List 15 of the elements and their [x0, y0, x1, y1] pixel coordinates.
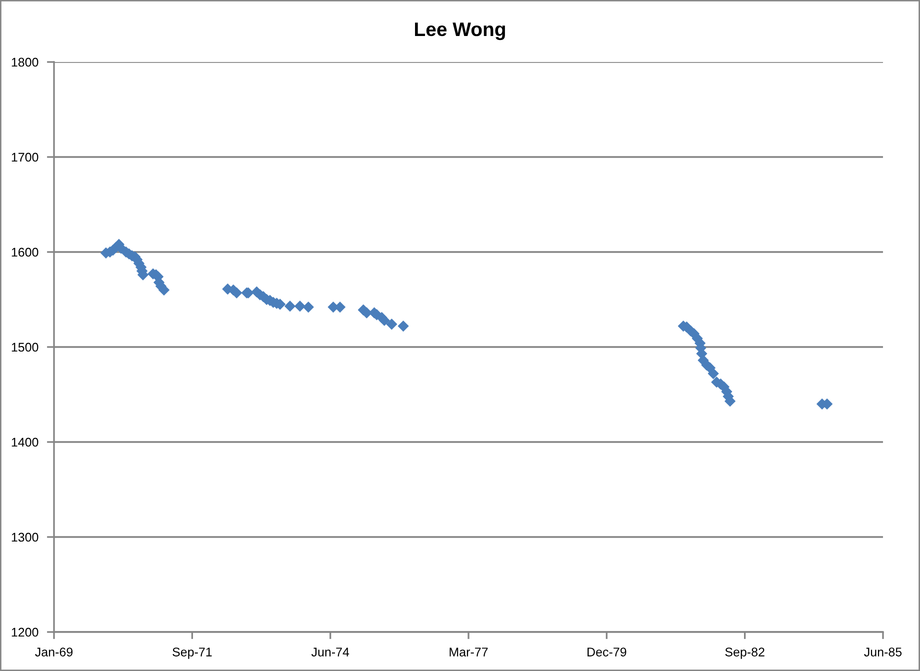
x-tick-label: Jan-69	[35, 648, 73, 656]
chart-title: Lee Wong	[415, 22, 505, 40]
x-tick-label: Mar-77	[450, 648, 488, 656]
y-tick-label: 1300	[12, 532, 38, 542]
x-tick-label: Sep-71	[172, 648, 212, 659]
x-tick-label: Dec-79	[588, 648, 626, 656]
y-tick-label: 1800	[12, 58, 38, 67]
x-tick-label: Jun-74	[311, 648, 350, 656]
x-tick-label: Sep-82	[725, 648, 764, 659]
y-tick-label: 1200	[12, 628, 38, 637]
x-tick-label: Jun-85	[864, 648, 902, 656]
y-tick-label: 1600	[12, 248, 38, 257]
y-tick-label: 1500	[12, 342, 38, 352]
y-tick-label: 1700	[12, 152, 38, 162]
y-tick-label: 1400	[12, 438, 38, 447]
